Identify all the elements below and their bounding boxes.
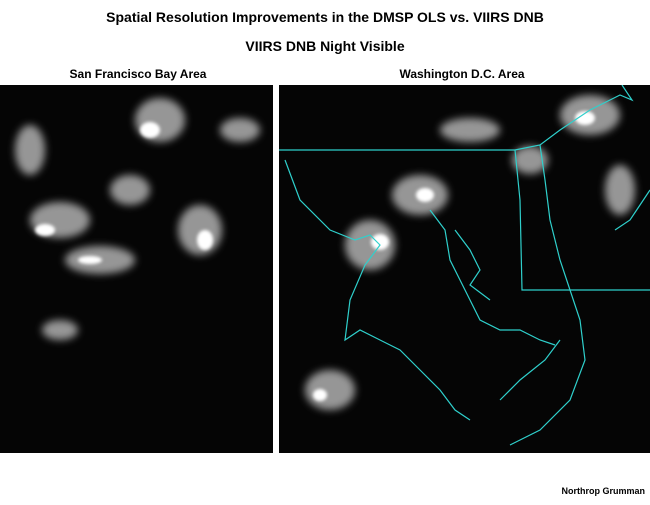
- light-glow: [140, 122, 160, 138]
- state-border: [499, 339, 561, 401]
- light-glow: [313, 389, 327, 401]
- light-glow: [416, 188, 434, 202]
- light-glow: [605, 165, 635, 215]
- light-glow: [78, 256, 102, 264]
- state-border: [509, 144, 586, 446]
- panel-label: San Francisco Bay Area: [70, 67, 207, 81]
- light-glow: [135, 98, 185, 142]
- state-border: [614, 189, 650, 231]
- state-border: [284, 159, 471, 421]
- light-glow: [313, 111, 595, 401]
- light-glow: [371, 234, 389, 250]
- state-border: [279, 85, 634, 151]
- light-glow: [15, 125, 45, 175]
- dc-image: [279, 85, 650, 453]
- light-glow: [575, 111, 595, 125]
- light-glow: [440, 118, 500, 142]
- divider: [273, 85, 279, 453]
- state-border: [514, 149, 650, 291]
- credit: Northrop Grumman: [561, 486, 645, 496]
- light-glow: [220, 118, 260, 142]
- light-glow: [305, 370, 355, 410]
- light-glow: [15, 98, 260, 340]
- light-glow: [42, 320, 78, 340]
- title: Spatial Resolution Improvements in the D…: [106, 9, 544, 25]
- light-glow: [110, 175, 150, 205]
- panel-label: Washington D.C. Area: [399, 67, 524, 81]
- light-glow: [345, 220, 395, 270]
- light-glow: [197, 230, 213, 250]
- state-border: [454, 229, 491, 301]
- light-glow: [512, 146, 548, 174]
- sf-image: [0, 85, 273, 453]
- state-border: [429, 209, 556, 346]
- light-glow: [35, 122, 213, 264]
- light-glow: [0, 85, 273, 453]
- subtitle: VIIRS DNB Night Visible: [245, 38, 404, 54]
- light-glow: [35, 224, 55, 236]
